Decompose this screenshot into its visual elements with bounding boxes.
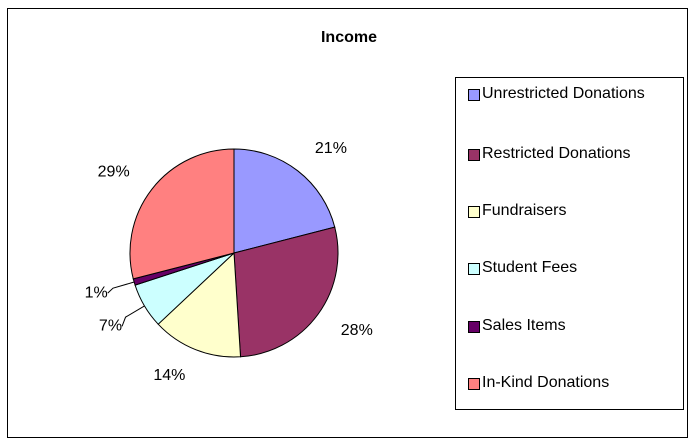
- legend-swatch: [468, 321, 480, 333]
- legend-entry: Restricted Donations: [468, 144, 680, 164]
- chart-title: Income: [321, 29, 377, 46]
- legend-swatch: [468, 149, 480, 161]
- legend-swatch: [468, 378, 480, 390]
- legend-entry: In-Kind Donations: [468, 373, 680, 393]
- legend-label: Sales Items: [482, 317, 566, 334]
- legend-label: Unrestricted Donations: [482, 85, 645, 102]
- leader-line: [121, 305, 145, 327]
- legend-swatch: [468, 89, 480, 101]
- data-label: 28%: [341, 322, 373, 339]
- legend-entry: Unrestricted Donations: [468, 84, 680, 104]
- legend-entry: Sales Items: [468, 316, 680, 336]
- legend-label: Student Fees: [482, 259, 578, 276]
- legend-label: Fundraisers: [482, 202, 567, 219]
- pie-slice: [233, 226, 339, 358]
- leader-line: [107, 281, 135, 294]
- data-label: 29%: [98, 163, 130, 180]
- pie-slice: [233, 148, 336, 254]
- legend: Unrestricted Donations Restricted Donatio…: [455, 77, 684, 410]
- legend-entry: Fundraisers: [468, 201, 680, 221]
- pie-slice: [129, 148, 235, 280]
- data-label: 14%: [153, 367, 185, 384]
- data-label: 7%: [99, 318, 122, 335]
- data-label: 1%: [85, 284, 108, 301]
- pie-slice: [157, 251, 242, 358]
- legend-swatch: [468, 206, 480, 218]
- legend-label: In-Kind Donations: [482, 374, 610, 391]
- data-label: 21%: [315, 140, 347, 157]
- legend-label: Restricted Donations: [482, 145, 631, 162]
- legend-swatch: [468, 263, 480, 275]
- legend-entry: Student Fees: [468, 258, 680, 278]
